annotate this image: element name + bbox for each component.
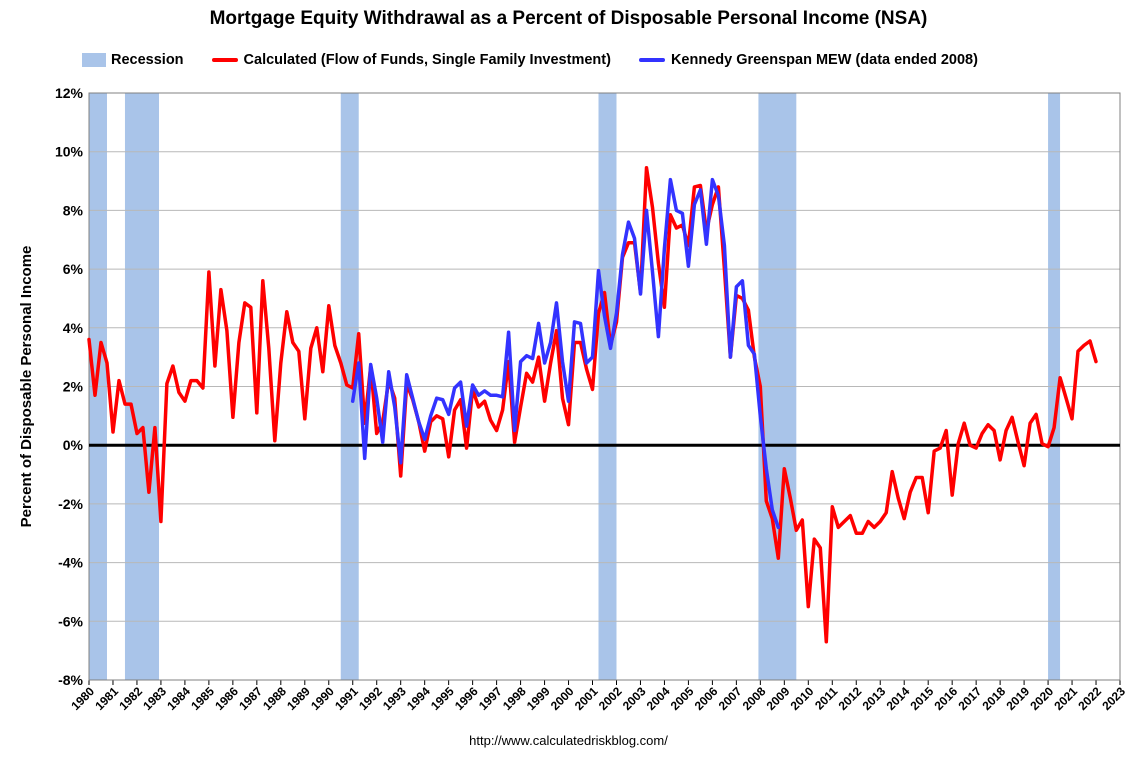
x-tick-label: 2009 xyxy=(764,684,793,713)
y-tick-label: 6% xyxy=(63,261,84,277)
x-tick-label: 2013 xyxy=(860,684,889,713)
x-tick-label: 1991 xyxy=(332,684,361,713)
x-tick-label: 2002 xyxy=(596,684,625,713)
legend-label-calculated: Calculated (Flow of Funds, Single Family… xyxy=(243,52,611,68)
y-tick-label: 12% xyxy=(55,85,84,101)
x-tick-label: 1982 xyxy=(116,684,145,713)
x-tick-label: 1997 xyxy=(476,684,505,713)
x-tick-label: 1990 xyxy=(308,684,337,713)
plot-frame xyxy=(88,92,1121,681)
legend-item-recession: Recession xyxy=(82,52,184,68)
x-tick-label: 2001 xyxy=(572,684,601,713)
x-tick-label: 2003 xyxy=(620,684,649,713)
x-tick-label: 2007 xyxy=(716,684,745,713)
x-tick-label: 1983 xyxy=(140,684,169,713)
x-tick-label: 2021 xyxy=(1051,684,1080,713)
x-tick-label: 2004 xyxy=(644,684,673,713)
x-tick-label: 1980 xyxy=(68,684,97,713)
x-tick-label: 2022 xyxy=(1075,684,1104,713)
chart-title: Mortgage Equity Withdrawal as a Percent … xyxy=(209,8,928,29)
x-tick-label: 1981 xyxy=(92,684,121,713)
x-tick-label: 1994 xyxy=(404,684,433,713)
y-tick-label: 2% xyxy=(63,379,84,395)
x-tick-label: 2008 xyxy=(740,684,769,713)
x-tick-label: 2005 xyxy=(668,684,697,713)
y-tick-label: 10% xyxy=(55,144,84,160)
x-tick-label: 1998 xyxy=(500,684,529,713)
x-tick-label: 1988 xyxy=(260,684,289,713)
x-tick-label: 1993 xyxy=(380,684,409,713)
x-tick-label: 1992 xyxy=(356,684,385,713)
legend-item-kennedy-greenspan: Kennedy Greenspan MEW (data ended 2008) xyxy=(638,52,978,68)
source-url: http://www.calculatedriskblog.com/ xyxy=(469,733,668,748)
y-tick-label: -6% xyxy=(58,613,83,629)
x-tick-label: 2018 xyxy=(979,684,1008,713)
legend-swatch-recession xyxy=(82,53,106,67)
legend: Recession Calculated (Flow of Funds, Sin… xyxy=(82,50,1006,70)
x-tick-label: 2006 xyxy=(692,684,721,713)
y-tick-label: -8% xyxy=(58,672,83,688)
x-tick-label: 1996 xyxy=(452,684,481,713)
x-tick-label: 2000 xyxy=(548,684,577,713)
y-tick-label: -4% xyxy=(58,555,83,571)
x-tick-label: 1984 xyxy=(164,684,193,713)
legend-item-calculated: Calculated (Flow of Funds, Single Family… xyxy=(211,52,611,68)
x-tick-label: 2011 xyxy=(812,684,841,713)
x-tick-label: 1995 xyxy=(428,684,457,713)
series-line-1 xyxy=(350,177,781,530)
y-tick-label: -2% xyxy=(58,496,83,512)
series-line-0 xyxy=(87,166,1098,644)
x-tick-label: 2023 xyxy=(1099,684,1128,713)
x-tick-label: 2014 xyxy=(884,684,913,713)
y-tick-label: 0% xyxy=(63,437,84,453)
x-tick-label: 2016 xyxy=(932,684,961,713)
x-tick-label: 1989 xyxy=(284,684,313,713)
x-tick-label: 1987 xyxy=(236,684,265,713)
legend-swatch-calculated xyxy=(211,58,238,62)
x-tick-label: 2010 xyxy=(788,684,817,713)
x-tick-label: 2020 xyxy=(1027,684,1056,713)
y-tick-label: 4% xyxy=(63,320,84,336)
x-tick-label: 2015 xyxy=(908,684,937,713)
x-tick-label: 1985 xyxy=(188,684,217,713)
y-tick-label: 8% xyxy=(63,202,84,218)
legend-swatch-kennedy-greenspan xyxy=(638,58,665,62)
x-tick-label: 1999 xyxy=(524,684,553,713)
x-tick-label: 2019 xyxy=(1003,684,1032,713)
y-axis-label: Percent of Disposable Personal Income xyxy=(18,246,35,528)
legend-label-recession: Recession xyxy=(111,52,184,68)
x-tick-label: 1986 xyxy=(212,684,241,713)
x-tick-label: 2017 xyxy=(955,684,984,713)
x-tick-label: 2012 xyxy=(836,684,865,713)
legend-label-kennedy-greenspan: Kennedy Greenspan MEW (data ended 2008) xyxy=(670,52,978,68)
